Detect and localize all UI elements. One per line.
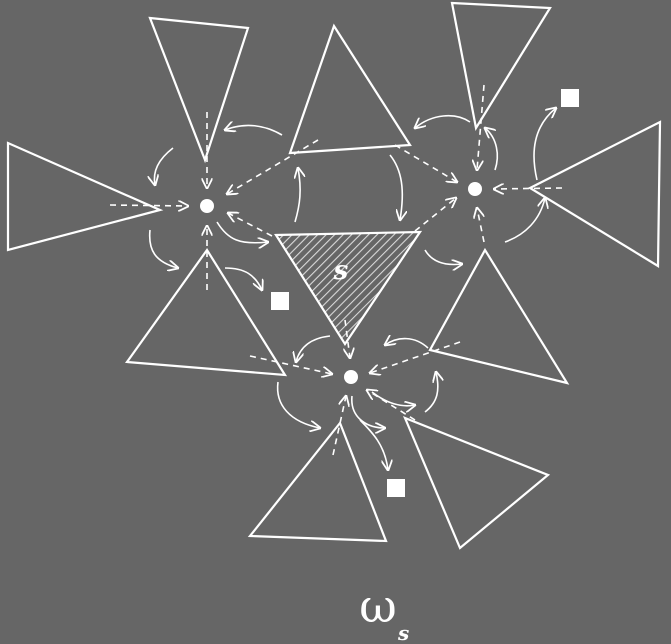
triangle-top-right-down [450,1,552,131]
dashed-arrow [332,396,346,456]
curved-arrow [415,115,471,128]
triangle-left [6,141,164,252]
curved-arrow [216,221,268,243]
triangle-s-hatched [274,230,423,347]
curved-arrow [225,125,283,136]
curved-arrow [359,419,388,470]
dashed-arrow [249,355,332,374]
curved-arrow [504,198,545,243]
square-bottom [387,479,405,497]
curved-arrow [224,267,262,290]
dashed-arrow [494,188,563,189]
triangle-top-left-down [148,16,250,164]
nodes [200,182,482,384]
caption-omega: ω [359,579,397,633]
curved-arrow [371,391,415,406]
curved-arrow [276,381,320,428]
node-left [200,199,214,213]
curved-arrow [389,154,402,220]
curved-arrow [296,335,331,362]
squares [271,89,579,497]
curved-arrow [148,229,178,268]
dashed-arrow [477,208,485,243]
curved-arrow [154,147,174,185]
triangle-bottom-right [402,416,551,550]
triangle-top-center [288,23,412,155]
dashed-arrow [414,198,456,232]
triangle-bottom-left [247,420,388,543]
dashed-arrow [228,213,273,237]
curved-arrow [424,372,438,413]
triangle-s-label: s [333,256,349,286]
square-center-left [271,292,289,310]
curved-arrow [424,249,462,264]
curved-arrow [533,108,556,181]
node-right [468,182,482,196]
dashed-arrow [394,144,457,182]
square-top-right [561,89,579,107]
dashed-arrow [370,341,461,373]
triangles [6,1,662,550]
triangle-center-right [428,247,570,385]
node-bottom [344,370,358,384]
curved-arrow [485,128,499,171]
triangle-right [527,120,662,268]
triangle-center-left-up [124,248,288,377]
dashed-arrows [109,84,563,456]
curved-arrow [295,168,300,223]
dashed-arrow [109,205,188,206]
curved-arrow [351,395,385,428]
dashed-arrow [477,84,485,170]
caption-subscript: s [397,621,409,644]
dashed-arrow [227,139,319,194]
curved-arrow [385,339,429,349]
curved-arrows [150,108,556,470]
